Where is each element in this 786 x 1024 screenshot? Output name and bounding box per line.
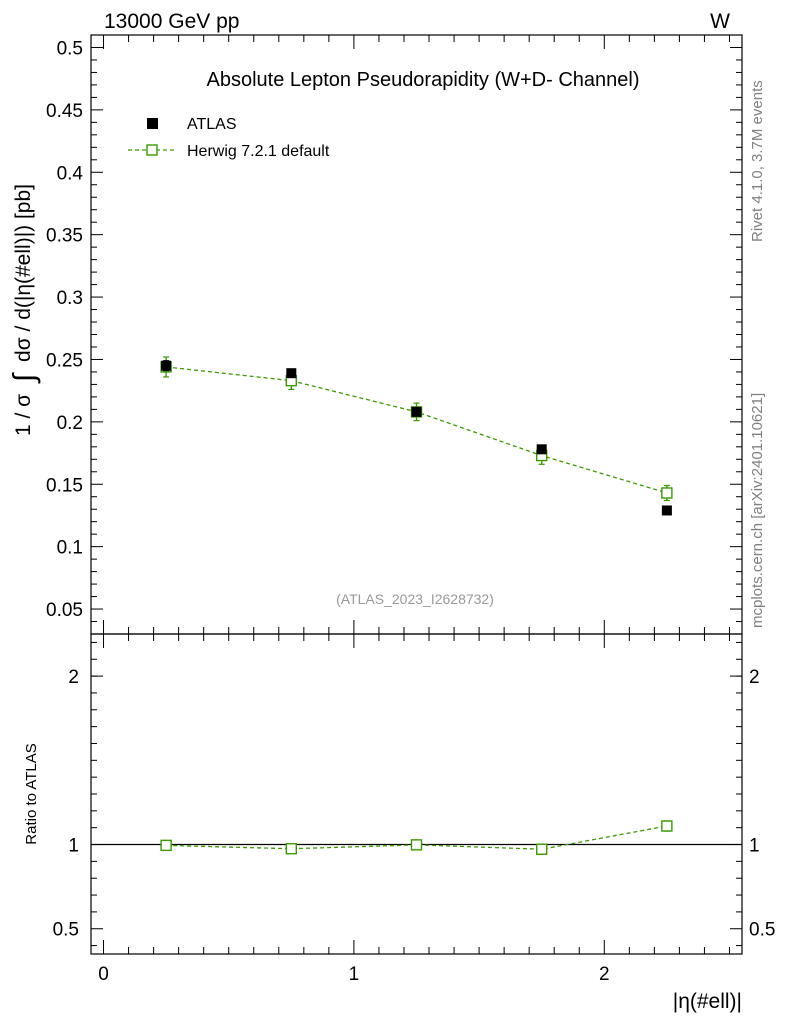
atlas-point <box>661 505 672 516</box>
legend-herwig-marker <box>146 144 158 156</box>
atlas-point <box>286 368 297 379</box>
herwig-ratio-point <box>410 839 423 851</box>
plot-title: Absolute Lepton Pseudorapidity (W+D- Cha… <box>206 69 639 91</box>
y-label-prefix: 1 / σ <box>12 394 35 436</box>
chart-marks: 0.05 0.1 0.15 0.2 0.25 0.3 0.35 0.4 0.45 0.5 0.5 0.… <box>46 34 775 985</box>
source-label: mcplots.cern.ch [arXiv:2401.10621] <box>749 393 766 628</box>
ratio-y-tick-label-right: 0.5 <box>749 920 775 941</box>
legend-atlas-label: ATLAS <box>187 116 237 133</box>
x-tick-label: 2 <box>599 964 610 985</box>
ratio-y-tick-label-right: 2 <box>749 667 760 688</box>
legend-atlas-marker <box>147 118 158 129</box>
svg-text:1 / σ ∫ dσ / d(|η(: 1 / σ ∫ dσ / d(|η(#ell)|) [pb] <box>8 184 41 436</box>
x-axis-label: |η(#ell)| <box>673 990 742 1013</box>
x-tick-label: 1 <box>349 964 360 985</box>
legend-herwig-label: Herwig 7.2.1 default <box>187 143 330 160</box>
integral-sign: ∫ <box>8 372 41 384</box>
ratio-plot-frame <box>90 633 743 955</box>
y-tick-label: 0.05 <box>46 600 83 621</box>
herwig-ratio-point <box>160 839 172 852</box>
rivet-version-label: Rivet 4.1.0, 3.7M events <box>749 80 766 242</box>
y-tick-label: 0.4 <box>57 163 84 184</box>
y-tick-label: 0.3 <box>57 288 83 309</box>
y-label-suffix: dσ / d(|η(#ell)|) [pb] <box>12 184 35 362</box>
herwig-point <box>661 487 673 499</box>
herwig-ratio-point <box>285 843 298 855</box>
legend: ATLAS Herwig 7.2.1 default <box>128 116 330 160</box>
atlas-point <box>536 444 547 455</box>
ratio-y-axis-label: Ratio to ATLAS <box>23 743 40 844</box>
y-tick-label: 0.5 <box>57 38 83 59</box>
x-tick-label: 0 <box>98 964 109 985</box>
energy-label: 13000 GeV pp <box>104 10 239 33</box>
herwig-line <box>166 366 668 494</box>
atlas-point <box>161 360 172 371</box>
atlas-point <box>411 406 422 417</box>
analysis-watermark: (ATLAS_2023_I2628732) <box>336 591 494 607</box>
ratio-y-tick-label-right: 1 <box>749 836 760 857</box>
y-tick-label: 0.25 <box>46 350 83 371</box>
ratio-y-tick-label: 1 <box>68 836 79 857</box>
ratio-y-tick-label: 2 <box>68 667 79 688</box>
herwig-ratio-point <box>661 820 673 832</box>
y-tick-label: 0.35 <box>46 226 83 247</box>
main-y-axis-label: 1 / σ ∫ dσ / d(|η(#ell)|) [pb] <box>8 184 41 436</box>
ratio-y-tick-label: 0.5 <box>53 920 79 941</box>
y-tick-label: 0.15 <box>46 475 83 496</box>
y-tick-label: 0.2 <box>57 413 83 434</box>
process-label: W <box>710 10 730 33</box>
y-tick-label: 0.45 <box>46 101 83 122</box>
y-tick-label: 0.1 <box>57 538 83 559</box>
herwig-ratio-point <box>535 843 548 855</box>
